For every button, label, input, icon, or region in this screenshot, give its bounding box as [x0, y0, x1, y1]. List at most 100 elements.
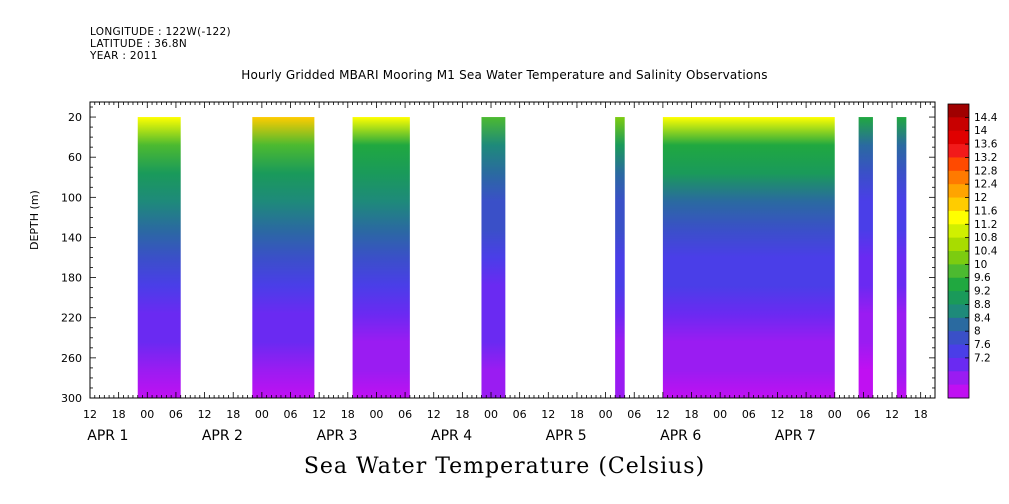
y-tick-label: 140: [61, 231, 82, 244]
x-day-label: APR 3: [316, 428, 357, 444]
x-tick-label: 12: [198, 408, 212, 421]
colorbar-label: 9.2: [974, 286, 991, 298]
chart-title: Hourly Gridded MBARI Mooring M1 Sea Wate…: [241, 68, 768, 82]
x-tick-label: 18: [914, 408, 928, 421]
x-tick-label: 00: [828, 408, 842, 421]
colorbar-swatch: [948, 197, 969, 212]
x-day-label: APR 1: [87, 428, 128, 444]
x-tick-label: 12: [427, 408, 441, 421]
y-tick-label: 300: [61, 392, 82, 405]
colorbar-label: 12.8: [974, 165, 997, 177]
data-block: [858, 117, 873, 399]
x-axis: 12 18 00 06 12 18 00 06 12 18 00 06 12 18 00 06 12 18 00 06…: [83, 102, 936, 444]
colorbar-swatch: [948, 371, 969, 386]
x-tick-label: 06: [627, 408, 641, 421]
x-tick-label: 18: [112, 408, 126, 421]
x-tick-label: 12: [885, 408, 899, 421]
colorbar-label: 9.6: [974, 272, 991, 284]
colorbar-swatch: [948, 117, 969, 132]
colorbar-label: 10.8: [974, 232, 997, 244]
colorbar-swatch: [948, 277, 969, 292]
data-block: [252, 117, 315, 399]
chart-subtitle: Sea Water Temperature (Celsius): [303, 454, 706, 479]
y-axis: 20 60 100 140 180 220 260 300: [61, 106, 935, 405]
x-tick-label: 12: [656, 408, 670, 421]
colorbar-swatch: [948, 264, 969, 279]
colorbar-swatch: [948, 170, 969, 185]
y-tick-label: 20: [68, 111, 82, 124]
colorbar-swatch: [948, 104, 969, 118]
data-block: [615, 117, 625, 399]
y-tick-label: 260: [61, 352, 82, 365]
colorbar-label: 11.6: [974, 205, 998, 217]
data-block: [662, 117, 835, 399]
colorbar-label: 8.4: [974, 312, 991, 324]
x-tick-label: 00: [140, 408, 154, 421]
x-tick-label: 00: [255, 408, 269, 421]
colorbar-swatch: [948, 144, 969, 158]
x-tick-label: 18: [570, 408, 584, 421]
colorbar-label: 10.4: [974, 246, 998, 258]
longitude-label: LONGITUDE : 122W(-122): [90, 26, 231, 38]
x-tick-label: 06: [284, 408, 298, 421]
y-tick-label: 180: [61, 272, 82, 285]
x-day-label: APR 6: [660, 428, 701, 444]
colorbar-label: 14.4: [974, 112, 998, 124]
x-tick-label: 12: [83, 408, 97, 421]
colorbar-label: 13.6: [974, 139, 998, 151]
data-block: [137, 117, 181, 399]
x-day-label: APR 5: [546, 428, 587, 444]
data-block: [352, 117, 410, 399]
x-tick-label: 00: [484, 408, 498, 421]
x-tick-label: 00: [369, 408, 383, 421]
data-blocks: [137, 117, 907, 399]
colorbar-swatch: [948, 130, 969, 145]
y-tick-label: 100: [61, 191, 82, 204]
x-day-label: APR 7: [775, 428, 816, 444]
colorbar-swatch: [948, 344, 969, 359]
y-tick-label: 220: [61, 312, 82, 325]
x-tick-label: 18: [799, 408, 813, 421]
colorbar-swatch: [948, 384, 969, 399]
colorbar-swatch: [948, 331, 969, 346]
x-tick-label: 06: [856, 408, 870, 421]
colorbar-label: 12: [974, 192, 987, 204]
colorbar-label: 8: [974, 326, 981, 338]
colorbar-label: 8.8: [974, 299, 991, 311]
x-tick-label: 18: [685, 408, 699, 421]
x-tick-label: 06: [513, 408, 527, 421]
colorbar-swatch: [948, 210, 969, 225]
colorbar-label: 7.2: [974, 352, 991, 364]
colorbar-label: 14: [974, 125, 988, 137]
colorbar-swatch: [948, 251, 969, 265]
colorbar-label: 12.4: [974, 179, 998, 191]
year-label: YEAR : 2011: [90, 50, 158, 62]
data-block: [896, 117, 907, 399]
x-tick-label: 06: [169, 408, 183, 421]
colorbar-label: 11.2: [974, 219, 997, 231]
x-tick-label: 12: [770, 408, 784, 421]
x-tick-label: 00: [713, 408, 727, 421]
x-tick-label: 18: [455, 408, 469, 421]
colorbar-swatch: [948, 291, 969, 305]
x-tick-label: 12: [312, 408, 326, 421]
plot-frame: [89, 101, 936, 399]
colorbar-swatch: [948, 224, 969, 239]
y-tick-label: 60: [68, 151, 82, 164]
x-tick-label: 18: [341, 408, 355, 421]
colorbar-label: 7.6: [974, 339, 991, 351]
colorbar-swatch: [948, 237, 969, 252]
x-day-label: APR 2: [202, 428, 243, 444]
x-tick-label: 06: [398, 408, 412, 421]
colorbar-swatch: [948, 157, 969, 172]
latitude-label: LATITUDE : 36.8N: [90, 38, 188, 50]
x-tick-label: 00: [599, 408, 613, 421]
colorbar-swatch: [948, 304, 969, 319]
x-day-label: APR 4: [431, 428, 472, 444]
colorbar-label: 10: [974, 259, 987, 271]
colorbar-swatch: [948, 357, 969, 372]
colorbar-swatch: [948, 317, 969, 332]
colorbar-swatch: [948, 184, 969, 199]
